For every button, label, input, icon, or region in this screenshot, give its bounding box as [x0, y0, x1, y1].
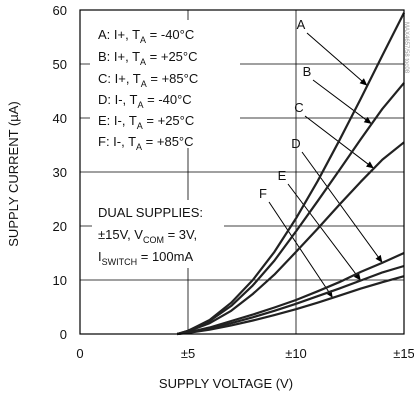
y-tick-label: 30 [53, 165, 67, 180]
y-tick-label: 20 [53, 219, 67, 234]
note-line-3: ISWITCH = 100mA [98, 249, 193, 267]
curve-label-b: B [303, 64, 312, 79]
leader-line-a [306, 32, 368, 86]
legend-entry-a: A: I+, TA = -40°C [98, 27, 194, 45]
y-axis-title: SUPPLY CURRENT (µA) [6, 101, 21, 246]
x-axis-title: SUPPLY VOLTAGE (V) [159, 376, 293, 391]
note-line-2: ±15V, VCOM = 3V, [98, 227, 197, 245]
y-tick-label: 50 [53, 57, 67, 72]
x-tick-label: 0 [76, 346, 83, 361]
y-tick-label: 0 [60, 327, 67, 342]
leader-line-b [312, 79, 372, 125]
curve-label-d: D [291, 136, 300, 151]
note-line-1: DUAL SUPPLIES: [98, 205, 203, 220]
legend-entry-b: B: I+, TA = +25°C [98, 49, 198, 67]
legend-entry-c: C: I+, TA = +85°C [98, 71, 198, 89]
legend: A: I+, TA = -40°C B: I+, TA = +25°C C: I… [90, 20, 240, 152]
series-line-f [177, 275, 405, 336]
x-tick-label: ±15 [393, 346, 414, 361]
arrowhead-b [363, 116, 372, 124]
x-tick-label: ±10 [285, 346, 307, 361]
series-curves [176, 12, 405, 336]
curve-labels: A B C D EF [259, 17, 311, 201]
legend-entry-f: F: I-, TA = +85°C [98, 134, 194, 152]
curve-label-e: E [278, 168, 287, 183]
conditions-note: DUAL SUPPLIES: ±15V, VCOM = 3V, ISWITCH … [92, 200, 224, 268]
leader-line-d [301, 151, 383, 264]
y-tick-label: 60 [53, 3, 67, 18]
leader-line-f [268, 201, 334, 299]
y-tick-label: 40 [53, 111, 67, 126]
legend-entry-d: D: I-, TA = -40°C [98, 92, 192, 110]
note-background [92, 200, 224, 268]
arrowhead-d [375, 254, 383, 263]
series-line-c [176, 141, 405, 336]
leader-line-e [287, 183, 362, 281]
curve-label-c: C [294, 100, 303, 115]
arrowhead-c [366, 161, 374, 169]
arrowhead-a [359, 78, 368, 86]
curve-label-f: F [259, 186, 267, 201]
curve-label-a: A [297, 17, 306, 32]
arrowhead-e [353, 272, 361, 281]
series-line-e [177, 264, 405, 336]
curve-label-leaders [268, 32, 383, 299]
x-tick-label: ±5 [181, 346, 195, 361]
legend-entry-e: E: I-, TA = +25°C [98, 113, 194, 131]
series-line-b [176, 82, 405, 336]
figure-code: MAX4657/58 toc08 [403, 22, 409, 74]
plot-frame [79, 9, 405, 335]
legend-background [90, 20, 240, 148]
axis-ticks: 0 ±5 ±10 ±15 0 10 20 30 40 50 60 [53, 3, 414, 361]
y-tick-label: 10 [53, 273, 67, 288]
